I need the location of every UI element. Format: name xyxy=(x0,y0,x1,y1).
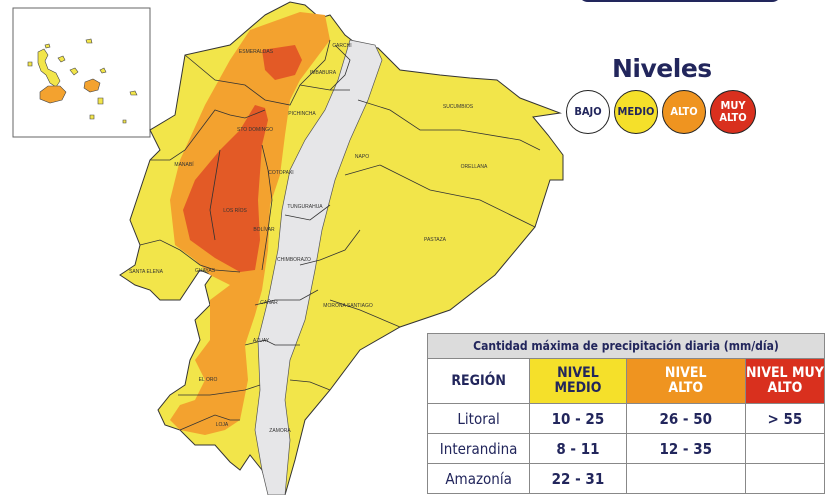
province-label: ESMERALDAS xyxy=(238,49,274,55)
table-caption: Cantidad máxima de precipitación diaria … xyxy=(427,333,825,359)
legend-title: Niveles xyxy=(612,54,712,83)
legend-level-bajo: BAJO xyxy=(566,90,610,134)
header-nivel-alto: NIVEL ALTO xyxy=(625,358,746,404)
legend-level-medio: MEDIO xyxy=(614,90,658,134)
header-bar xyxy=(578,0,782,2)
zone-andes-bajo xyxy=(254,39,383,495)
zone-muy-alto-los-rios xyxy=(183,105,268,272)
table-row: Amazonía 22 - 31 xyxy=(426,463,825,494)
province-label: BOLÍVAR xyxy=(253,227,275,233)
value-cell: 12 - 35 xyxy=(625,433,746,464)
region-cell: Litoral xyxy=(426,403,531,434)
province-label: TUNGURAHUA xyxy=(287,204,323,210)
province-label: LOS RÍOS xyxy=(223,208,247,214)
province-label: EL ORO xyxy=(198,377,218,383)
legend-level-muy-alto: MUY ALTO xyxy=(710,90,756,134)
province-label: ZAMORA xyxy=(269,428,291,434)
province-label: NAPO xyxy=(354,154,370,160)
header-nivel-muy-alto: NIVEL MUY ALTO xyxy=(744,358,825,404)
region-cell: Interandina xyxy=(426,433,531,464)
province-label: GUAYAS xyxy=(194,268,216,274)
table-row: Interandina 8 - 11 12 - 35 xyxy=(426,433,825,464)
province-label: CAÑAR xyxy=(260,300,278,306)
table-row: Litoral 10 - 25 26 - 50 > 55 xyxy=(426,403,825,434)
province-label: AZUAY xyxy=(252,338,270,344)
value-cell: 10 - 25 xyxy=(529,403,627,434)
province-label: LOJA xyxy=(215,422,229,428)
value-cell xyxy=(625,463,746,494)
province-label: PICHINCHA xyxy=(288,111,316,117)
zone-muy-alto-esmeraldas xyxy=(262,45,302,80)
value-cell: 22 - 31 xyxy=(529,463,627,494)
value-cell: 8 - 11 xyxy=(529,433,627,464)
header-nivel-medio: NIVEL MEDIO xyxy=(529,358,627,404)
province-label: ORELLANA xyxy=(460,164,488,170)
region-cell: Amazonía xyxy=(426,463,531,494)
value-cell: 26 - 50 xyxy=(625,403,746,434)
province-label: SANTA ELENA xyxy=(129,269,163,275)
galapagos-inset xyxy=(12,7,151,138)
province-borders xyxy=(139,39,541,431)
province-label: IMBABURA xyxy=(309,70,337,76)
province-label: SUCUMBIOS xyxy=(442,104,474,110)
value-cell: > 55 xyxy=(744,403,825,434)
precipitation-table: Cantidad máxima de precipitación diaria … xyxy=(426,333,825,494)
province-label: MANABÍ xyxy=(174,162,194,168)
legend-level-alto: ALTO xyxy=(662,90,706,134)
value-cell xyxy=(744,433,825,464)
galapagos-islands xyxy=(27,38,138,124)
province-label: CHIMBORAZO xyxy=(277,257,311,263)
province-label: PASTAZA xyxy=(423,237,447,243)
province-label: CARCHI xyxy=(332,43,352,49)
province-label: MORONA SANTIAGO xyxy=(323,303,373,309)
header-region: REGIÓN xyxy=(426,358,531,404)
province-label: STO DOMINGO xyxy=(236,127,274,133)
value-cell xyxy=(744,463,825,494)
province-label: COTOPAXI xyxy=(268,170,294,176)
